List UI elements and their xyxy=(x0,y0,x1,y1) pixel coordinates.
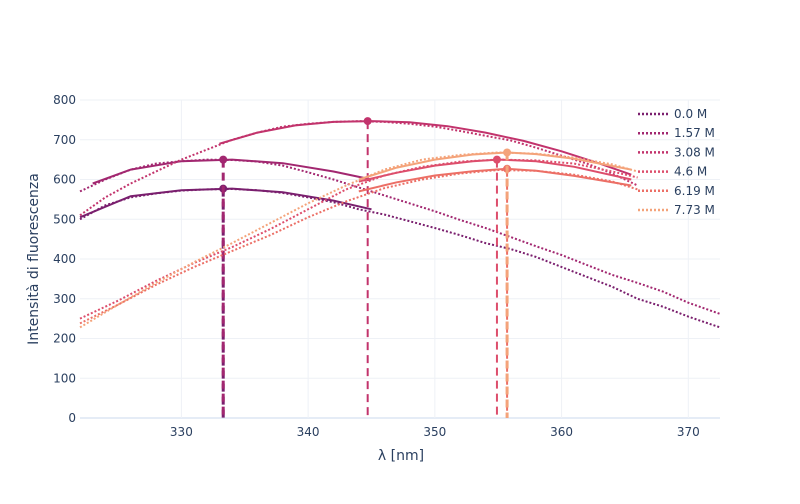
peak-point xyxy=(492,155,501,164)
series-1 xyxy=(79,155,721,418)
raw-data-line xyxy=(79,158,721,315)
y-tick-label: 400 xyxy=(53,252,76,266)
y-tick-label: 0 xyxy=(68,411,76,425)
peak-point xyxy=(219,155,228,164)
legend[interactable]: 0.0 M 1.57 M 3.08 M 4.6 M 6.19 M 7.73 M xyxy=(638,107,715,217)
y-tick-label: 800 xyxy=(53,93,76,107)
y-tick-label: 100 xyxy=(53,371,76,385)
fit-line xyxy=(358,151,632,181)
legend-item-3[interactable]: 4.6 M xyxy=(638,165,707,179)
legend-item-2[interactable]: 3.08 M xyxy=(638,145,715,159)
axes: 0 100 200 300 400 500 600 700 800 330 340 350 360 370 xyxy=(53,93,700,439)
fit-line xyxy=(92,158,372,185)
x-tick-label: 370 xyxy=(677,425,700,439)
y-tick-label: 600 xyxy=(53,173,76,187)
y-axis-title: Intensità di fluorescenza xyxy=(26,173,42,345)
fit-line xyxy=(79,187,372,219)
y-tick-label: 700 xyxy=(53,133,76,147)
legend-item-0[interactable]: 0.0 M xyxy=(638,107,707,121)
legend-label: 3.08 M xyxy=(674,145,715,159)
series-4 xyxy=(79,164,638,418)
fit-line xyxy=(358,167,632,193)
x-tick-label: 350 xyxy=(423,425,446,439)
y-tick-label: 200 xyxy=(53,332,76,346)
legend-item-5[interactable]: 7.73 M xyxy=(638,203,715,217)
peak-point xyxy=(503,148,512,157)
legend-label: 7.73 M xyxy=(674,203,715,217)
peak-point xyxy=(363,117,372,126)
legend-item-4[interactable]: 6.19 M xyxy=(638,184,715,198)
plot-area xyxy=(79,117,721,418)
x-axis-title: λ [nm] xyxy=(378,448,424,464)
grid xyxy=(80,99,720,419)
series-2 xyxy=(79,117,639,418)
fit-line xyxy=(219,120,632,176)
legend-label: 6.19 M xyxy=(674,184,715,198)
raw-data-line xyxy=(79,158,638,320)
x-tick-label: 330 xyxy=(170,425,193,439)
y-tick-label: 300 xyxy=(53,292,76,306)
y-tick-label: 500 xyxy=(53,212,76,226)
fit-line xyxy=(358,158,632,183)
legend-label: 1.57 M xyxy=(674,126,715,140)
series-5 xyxy=(79,148,638,418)
x-tick-label: 340 xyxy=(297,425,320,439)
x-tick-label: 360 xyxy=(550,425,573,439)
legend-item-1[interactable]: 1.57 M xyxy=(638,126,715,140)
raw-data-line xyxy=(79,187,721,329)
raw-data-line xyxy=(79,120,639,217)
legend-label: 0.0 M xyxy=(674,107,707,121)
legend-label: 4.6 M xyxy=(674,165,707,179)
series-3 xyxy=(79,155,638,418)
raw-data-line xyxy=(79,151,638,329)
